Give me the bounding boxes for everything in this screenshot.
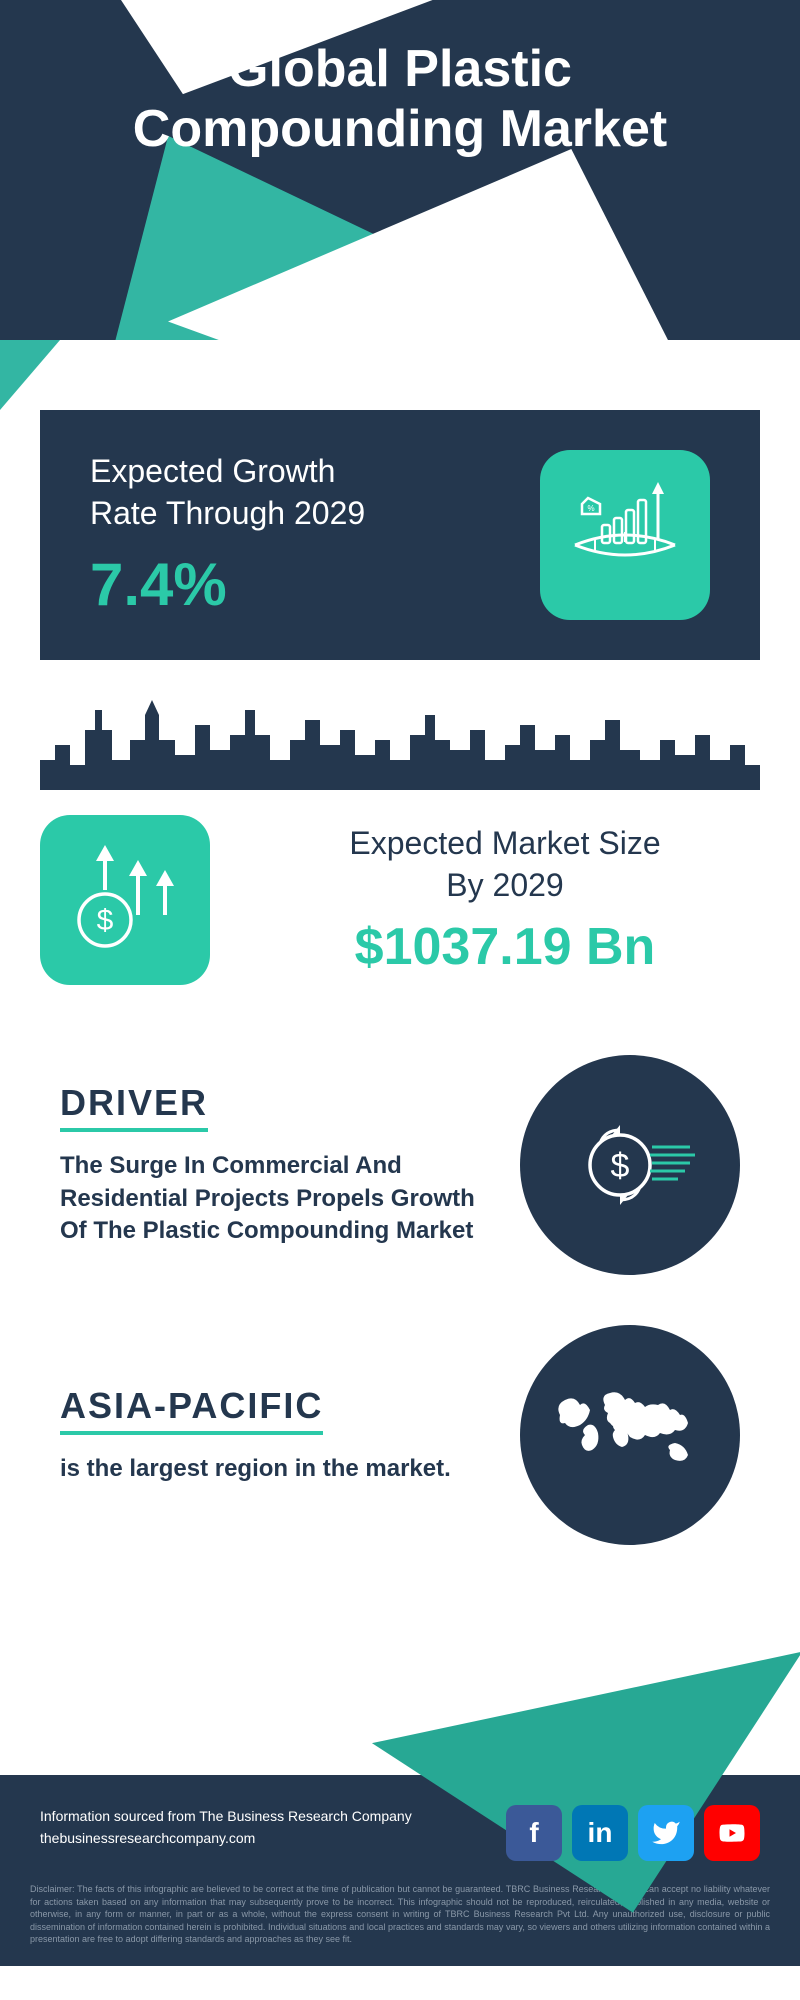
growth-chart-icon: % — [540, 450, 710, 620]
money-flow-icon: $ — [520, 1055, 740, 1275]
growth-label-line2: Rate Through 2029 — [90, 495, 365, 531]
footer-content: Information sourced from The Business Re… — [40, 1805, 760, 1861]
growth-rate-value: 7.4% — [90, 550, 365, 619]
linkedin-link[interactable]: in — [572, 1805, 628, 1861]
growth-label-line1: Expected Growth — [90, 453, 335, 489]
svg-text:$: $ — [97, 904, 114, 937]
growth-rate-panel: Expected Growth Rate Through 2029 7.4% % — [40, 410, 760, 660]
driver-body: The Surge In Commercial And Residential … — [60, 1150, 480, 1247]
twitter-icon — [651, 1818, 681, 1848]
region-body: is the largest region in the market. — [60, 1453, 480, 1485]
gap-spacer — [0, 340, 800, 410]
svg-text:$: $ — [611, 1147, 630, 1185]
youtube-link[interactable] — [704, 1805, 760, 1861]
region-row: ASIA-PACIFIC is the largest region in th… — [60, 1325, 740, 1545]
market-size-label-line1: Expected Market Size — [349, 825, 660, 861]
youtube-icon — [717, 1818, 747, 1848]
market-size-row: $ Expected Market Size By 2029 $1037.19 … — [40, 815, 760, 985]
skyline-silhouette-icon — [40, 690, 760, 790]
linkedin-icon: in — [588, 1817, 613, 1849]
region-text-block: ASIA-PACIFIC is the largest region in th… — [60, 1385, 480, 1485]
facebook-icon: f — [529, 1817, 538, 1849]
world-map-icon — [520, 1325, 740, 1545]
dollar-growth-icon: $ — [40, 815, 210, 985]
market-size-label-line2: By 2029 — [446, 867, 563, 903]
driver-row: DRIVER The Surge In Commercial And Resid… — [60, 1055, 740, 1275]
growth-text-block: Expected Growth Rate Through 2029 7.4% — [90, 451, 365, 618]
source-line1: Information sourced from The Business Re… — [40, 1808, 412, 1824]
driver-section: DRIVER The Surge In Commercial And Resid… — [0, 1035, 800, 1635]
driver-heading: DRIVER — [60, 1082, 208, 1132]
market-size-label: Expected Market Size By 2029 — [250, 823, 760, 906]
footer: Information sourced from The Business Re… — [0, 1775, 800, 1871]
header: Global Plastic Compounding Market — [0, 0, 800, 340]
facebook-link[interactable]: f — [506, 1805, 562, 1861]
growth-label: Expected Growth Rate Through 2029 — [90, 451, 365, 534]
social-links: f in — [506, 1805, 760, 1861]
market-size-value: $1037.19 Bn — [250, 917, 760, 977]
driver-text-block: DRIVER The Surge In Commercial And Resid… — [60, 1082, 480, 1247]
market-size-section: $ Expected Market Size By 2029 $1037.19 … — [0, 660, 800, 1035]
infographic-root: Global Plastic Compounding Market Expect… — [0, 0, 800, 1966]
source-attribution: Information sourced from The Business Re… — [40, 1805, 412, 1850]
svg-text:%: % — [587, 504, 594, 513]
twitter-link[interactable] — [638, 1805, 694, 1861]
page-title: Global Plastic Compounding Market — [0, 0, 800, 160]
market-size-text-block: Expected Market Size By 2029 $1037.19 Bn — [250, 823, 760, 976]
source-line2: thebusinessresearchcompany.com — [40, 1830, 255, 1846]
title-line2: Compounding Market — [133, 100, 667, 158]
region-heading: ASIA-PACIFIC — [60, 1385, 323, 1435]
title-line1: Global Plastic — [228, 40, 572, 98]
